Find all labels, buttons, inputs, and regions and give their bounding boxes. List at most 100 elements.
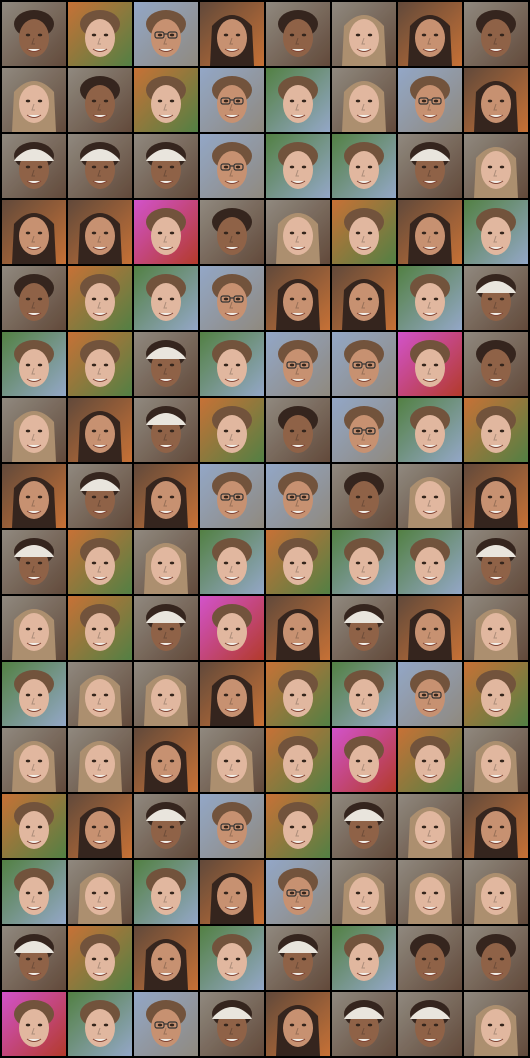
face-sample-tile — [398, 2, 462, 66]
face-sample-tile — [68, 398, 132, 462]
face-image — [2, 794, 66, 858]
face-image — [332, 134, 396, 198]
face-image — [266, 728, 330, 792]
face-image — [332, 2, 396, 66]
face-sample-tile — [266, 926, 330, 990]
face-image — [68, 464, 132, 528]
face-sample-tile — [332, 992, 396, 1056]
face-image — [398, 2, 462, 66]
face-image — [464, 530, 528, 594]
face-image — [266, 134, 330, 198]
face-sample-tile — [200, 530, 264, 594]
face-image — [68, 596, 132, 660]
face-sample-tile — [266, 266, 330, 330]
face-sample-tile — [200, 662, 264, 726]
face-image — [68, 68, 132, 132]
face-sample-tile — [200, 398, 264, 462]
face-image — [2, 200, 66, 264]
face-sample-tile — [266, 992, 330, 1056]
face-sample-tile — [398, 794, 462, 858]
face-sample-tile — [464, 68, 528, 132]
face-sample-tile — [2, 662, 66, 726]
face-image — [266, 794, 330, 858]
face-image — [332, 68, 396, 132]
face-image — [398, 68, 462, 132]
face-sample-tile — [332, 728, 396, 792]
face-sample-tile — [398, 530, 462, 594]
face-sample-tile — [464, 662, 528, 726]
face-sample-tile — [266, 728, 330, 792]
face-sample-tile — [68, 200, 132, 264]
face-image — [464, 860, 528, 924]
face-sample-tile — [398, 266, 462, 330]
face-image — [2, 728, 66, 792]
face-image — [398, 266, 462, 330]
face-sample-tile — [464, 2, 528, 66]
face-sample-tile — [200, 794, 264, 858]
face-image — [266, 68, 330, 132]
face-image — [266, 860, 330, 924]
face-sample-tile — [134, 728, 198, 792]
face-image — [2, 398, 66, 462]
face-sample-tile — [68, 2, 132, 66]
face-image — [266, 926, 330, 990]
face-sample-tile — [200, 68, 264, 132]
face-image — [332, 332, 396, 396]
face-sample-tile — [2, 266, 66, 330]
face-image — [134, 662, 198, 726]
face-sample-tile — [2, 530, 66, 594]
face-image — [398, 398, 462, 462]
face-image — [2, 860, 66, 924]
face-image — [2, 992, 66, 1056]
face-sample-tile — [464, 398, 528, 462]
face-sample-tile — [266, 332, 330, 396]
face-sample-tile — [464, 794, 528, 858]
face-sample-tile — [332, 596, 396, 660]
face-image — [68, 992, 132, 1056]
face-sample-tile — [134, 662, 198, 726]
face-sample-tile — [134, 464, 198, 528]
face-image — [266, 530, 330, 594]
face-image — [398, 332, 462, 396]
face-image — [68, 398, 132, 462]
face-image — [200, 464, 264, 528]
face-image — [464, 464, 528, 528]
face-sample-tile — [332, 530, 396, 594]
face-sample-tile — [464, 134, 528, 198]
face-image — [332, 992, 396, 1056]
face-sample-tile — [134, 68, 198, 132]
face-image — [398, 728, 462, 792]
face-sample-tile — [134, 2, 198, 66]
face-sample-tile — [68, 794, 132, 858]
face-sample-tile — [200, 464, 264, 528]
face-sample-tile — [200, 332, 264, 396]
face-sample-tile — [200, 926, 264, 990]
face-image — [200, 926, 264, 990]
face-image — [266, 266, 330, 330]
face-sample-tile — [68, 134, 132, 198]
face-sample-tile — [68, 332, 132, 396]
face-sample-tile — [134, 596, 198, 660]
face-sample-tile — [200, 728, 264, 792]
face-image — [398, 464, 462, 528]
face-image — [68, 200, 132, 264]
face-sample-tile — [266, 2, 330, 66]
face-image — [2, 134, 66, 198]
face-sample-tile — [2, 992, 66, 1056]
face-sample-tile — [2, 728, 66, 792]
face-image — [134, 992, 198, 1056]
face-sample-tile — [2, 134, 66, 198]
face-image — [464, 266, 528, 330]
face-sample-tile — [200, 2, 264, 66]
face-sample-tile — [68, 860, 132, 924]
face-image — [266, 200, 330, 264]
face-sample-tile — [332, 464, 396, 528]
face-image — [266, 662, 330, 726]
face-image — [134, 398, 198, 462]
face-sample-tile — [2, 68, 66, 132]
face-sample-tile — [464, 200, 528, 264]
face-image — [134, 926, 198, 990]
face-sample-tile — [266, 200, 330, 264]
face-image — [266, 464, 330, 528]
face-sample-tile — [398, 728, 462, 792]
